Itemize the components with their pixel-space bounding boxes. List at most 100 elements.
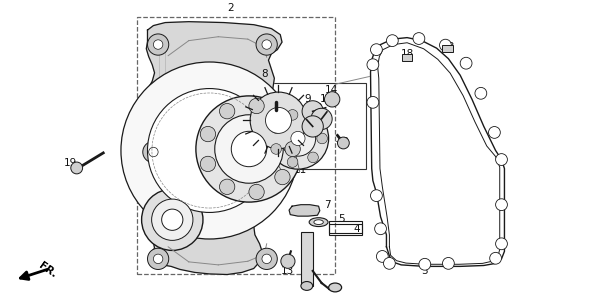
Bar	[257, 83, 366, 169]
Circle shape	[231, 131, 267, 167]
Circle shape	[302, 116, 323, 137]
Circle shape	[275, 169, 290, 185]
Circle shape	[287, 157, 298, 167]
Circle shape	[308, 114, 319, 125]
Circle shape	[153, 254, 163, 264]
Circle shape	[215, 115, 283, 183]
Circle shape	[148, 88, 271, 213]
Text: 11: 11	[294, 165, 307, 175]
Circle shape	[285, 141, 300, 157]
Circle shape	[280, 121, 316, 156]
Circle shape	[271, 144, 281, 154]
Circle shape	[375, 223, 386, 235]
Circle shape	[384, 257, 395, 269]
Circle shape	[264, 147, 273, 157]
Circle shape	[271, 123, 281, 133]
Text: 6: 6	[303, 281, 310, 292]
Circle shape	[496, 199, 507, 211]
Bar	[329, 221, 362, 233]
Bar	[402, 54, 412, 61]
Circle shape	[142, 189, 203, 250]
Circle shape	[219, 104, 235, 119]
Bar	[329, 224, 362, 235]
Circle shape	[152, 199, 193, 240]
Circle shape	[376, 250, 388, 262]
Text: 11: 11	[253, 79, 266, 89]
Text: 9: 9	[330, 94, 337, 104]
Circle shape	[249, 184, 264, 200]
Polygon shape	[289, 205, 320, 216]
Circle shape	[162, 209, 183, 230]
Circle shape	[267, 108, 329, 169]
Text: 12: 12	[337, 137, 350, 147]
Circle shape	[266, 107, 291, 133]
Text: FR.: FR.	[37, 260, 59, 280]
Circle shape	[256, 248, 277, 269]
Text: 16: 16	[156, 206, 169, 216]
Ellipse shape	[314, 220, 323, 225]
Polygon shape	[371, 38, 504, 266]
Circle shape	[148, 34, 169, 55]
Ellipse shape	[301, 281, 313, 290]
Text: 9: 9	[315, 103, 322, 113]
Circle shape	[262, 40, 271, 49]
Circle shape	[496, 238, 507, 250]
Circle shape	[419, 258, 431, 270]
Text: 9: 9	[304, 94, 312, 104]
Circle shape	[386, 35, 398, 47]
Bar	[442, 45, 453, 52]
Circle shape	[275, 113, 290, 129]
Text: 10: 10	[266, 97, 279, 107]
Circle shape	[148, 248, 169, 269]
Text: 7: 7	[324, 200, 331, 210]
Circle shape	[153, 40, 163, 49]
Circle shape	[287, 110, 298, 120]
Ellipse shape	[329, 283, 342, 292]
Text: 13: 13	[281, 266, 294, 276]
Circle shape	[143, 141, 164, 163]
Bar	[301, 232, 313, 286]
Text: 4: 4	[353, 224, 360, 234]
Circle shape	[440, 39, 451, 51]
Circle shape	[311, 108, 332, 129]
Circle shape	[71, 162, 83, 174]
Circle shape	[121, 62, 298, 239]
Circle shape	[460, 57, 472, 69]
Circle shape	[475, 87, 487, 99]
Circle shape	[262, 254, 271, 264]
Text: 21: 21	[241, 148, 254, 159]
Circle shape	[367, 96, 379, 108]
Bar	[137, 17, 335, 274]
Text: 11: 11	[277, 165, 290, 175]
Text: 20: 20	[289, 121, 301, 132]
Circle shape	[413, 33, 425, 45]
Text: 17: 17	[254, 166, 267, 177]
Circle shape	[281, 254, 295, 268]
Text: 3: 3	[421, 266, 428, 276]
Circle shape	[200, 156, 215, 172]
Circle shape	[302, 101, 323, 122]
Circle shape	[250, 92, 307, 149]
Circle shape	[149, 147, 158, 157]
Circle shape	[200, 126, 215, 142]
Text: 18: 18	[442, 42, 455, 52]
Circle shape	[337, 137, 349, 149]
Circle shape	[249, 98, 264, 114]
Circle shape	[196, 96, 302, 202]
Circle shape	[258, 141, 279, 163]
Circle shape	[219, 179, 235, 194]
Circle shape	[371, 190, 382, 202]
Text: 18: 18	[401, 49, 414, 59]
Polygon shape	[145, 22, 282, 275]
Text: 8: 8	[261, 69, 268, 79]
Text: 2: 2	[227, 2, 234, 13]
Text: 5: 5	[337, 214, 345, 224]
Circle shape	[317, 133, 327, 144]
Circle shape	[371, 44, 382, 56]
Circle shape	[324, 92, 340, 107]
Circle shape	[367, 59, 379, 71]
Circle shape	[442, 257, 454, 269]
Ellipse shape	[309, 218, 328, 227]
Circle shape	[256, 34, 277, 55]
Text: 15: 15	[320, 94, 333, 104]
